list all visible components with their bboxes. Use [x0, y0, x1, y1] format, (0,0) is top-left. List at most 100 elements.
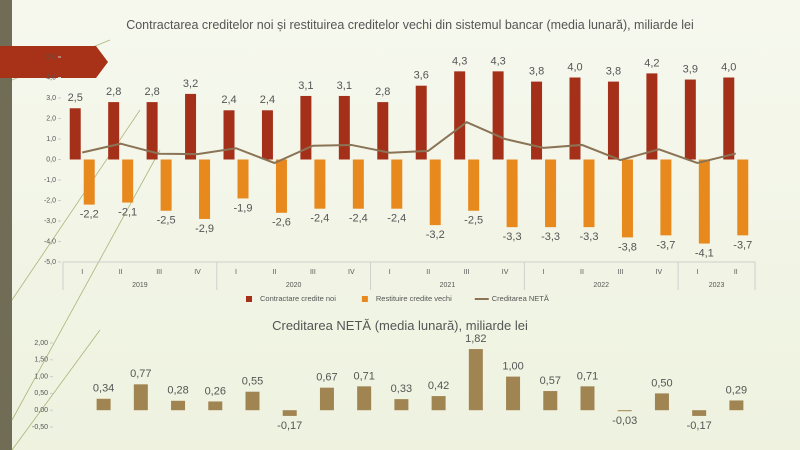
data-label: -4,1	[695, 247, 714, 259]
legend-label: Contractare credite noi	[260, 294, 336, 303]
bar	[261, 110, 273, 160]
line	[81, 121, 737, 165]
x-group-label: 2021	[440, 282, 456, 289]
bar	[391, 159, 403, 209]
bar	[492, 71, 504, 160]
data-label: -0,17	[277, 420, 302, 432]
bar	[245, 391, 260, 411]
data-label: 0,42	[428, 380, 449, 392]
data-label: -0,17	[687, 420, 712, 432]
banner	[0, 46, 108, 78]
data-label: 0,57	[540, 375, 561, 387]
bar	[543, 391, 558, 411]
legend-swatch	[361, 296, 368, 302]
data-label: 0,33	[391, 383, 412, 395]
x-tick-label: II	[119, 269, 123, 276]
data-label: 0,50	[651, 377, 672, 389]
x-tick-label: IV	[194, 269, 201, 276]
bar	[692, 410, 707, 416]
bar	[146, 102, 158, 160]
data-label: -3,3	[580, 231, 599, 243]
bar	[646, 73, 658, 160]
x-tick-label: I	[543, 269, 545, 276]
y-tick-label: 1,50	[34, 357, 48, 364]
legend-label: Creditarea NETĂ	[492, 294, 549, 303]
x-tick-label: II	[580, 269, 584, 276]
data-label: 2,8	[375, 86, 390, 98]
bar	[394, 399, 409, 411]
bar	[429, 159, 441, 226]
data-label: -2,4	[349, 213, 368, 225]
data-label: 0,71	[353, 370, 374, 382]
data-label: -3,7	[733, 239, 752, 251]
legend-swatch	[246, 296, 252, 302]
x-tick-label: IV	[656, 269, 663, 276]
bar	[133, 384, 148, 411]
bar	[223, 110, 235, 160]
bar	[698, 159, 710, 244]
bar	[237, 159, 249, 199]
bar	[108, 102, 120, 160]
x-tick-label: II	[272, 269, 276, 276]
bar	[583, 159, 595, 228]
side-stripe	[0, 0, 12, 450]
bar	[621, 159, 633, 238]
y-tick-label: -5,0	[44, 259, 56, 266]
y-tick-label: -3,0	[44, 218, 56, 225]
x-tick-label: III	[156, 269, 162, 276]
bar	[454, 71, 466, 160]
data-label: 0,28	[167, 385, 188, 397]
data-label: 3,1	[337, 80, 352, 92]
data-label: 2,5	[68, 92, 83, 104]
data-label: -2,1	[118, 206, 137, 218]
data-label: 0,34	[93, 383, 114, 395]
y-tick-label: 4,0	[46, 74, 56, 81]
bar	[415, 85, 427, 160]
data-label: 4,0	[721, 61, 736, 73]
bar	[282, 410, 297, 416]
data-label: -2,2	[80, 209, 99, 221]
chart-title: Creditarea NETĂ (media lunară), miliarde…	[272, 318, 528, 333]
bar	[617, 410, 632, 412]
data-label: 3,9	[683, 63, 698, 75]
x-group-label: 2022	[593, 282, 609, 289]
data-label: 2,8	[106, 86, 121, 98]
data-label: -2,4	[387, 213, 406, 225]
bar	[96, 398, 111, 411]
bar	[338, 95, 350, 160]
y-tick-label: 3,0	[46, 95, 56, 102]
bar	[208, 401, 223, 411]
bar	[314, 159, 326, 209]
data-label: 4,3	[452, 55, 467, 67]
x-group-label: 2020	[286, 282, 302, 289]
x-tick-label: IV	[502, 269, 509, 276]
data-label: 0,77	[130, 368, 151, 380]
y-tick-label: 0,00	[34, 407, 48, 414]
data-label: -2,6	[272, 217, 291, 229]
y-tick-label: 0,0	[46, 156, 56, 163]
data-label: -2,5	[157, 215, 176, 227]
y-tick-label: -1,0	[44, 177, 56, 184]
y-tick-label: 0,50	[34, 390, 48, 397]
data-label: -3,3	[541, 231, 560, 243]
x-tick-label: III	[464, 269, 470, 276]
chart-title: Contractarea creditelor noi și restituir…	[126, 18, 694, 32]
data-label: -3,2	[426, 229, 445, 241]
data-label: 0,67	[316, 372, 337, 384]
x-tick-label: I	[81, 269, 83, 276]
y-tick-label: 2,00	[34, 340, 48, 347]
data-label: -3,8	[618, 241, 637, 253]
bar	[171, 400, 186, 411]
y-tick-label: -2,0	[44, 197, 56, 204]
legend-label: Restituire credite vechi	[376, 294, 452, 303]
data-label: 0,29	[726, 384, 747, 396]
data-label: 3,8	[529, 66, 544, 78]
bar	[569, 77, 581, 160]
data-label: -2,9	[195, 223, 214, 235]
y-tick-label: 2,0	[46, 115, 56, 122]
bar	[729, 400, 744, 411]
bar	[431, 396, 446, 411]
bar	[506, 159, 518, 228]
